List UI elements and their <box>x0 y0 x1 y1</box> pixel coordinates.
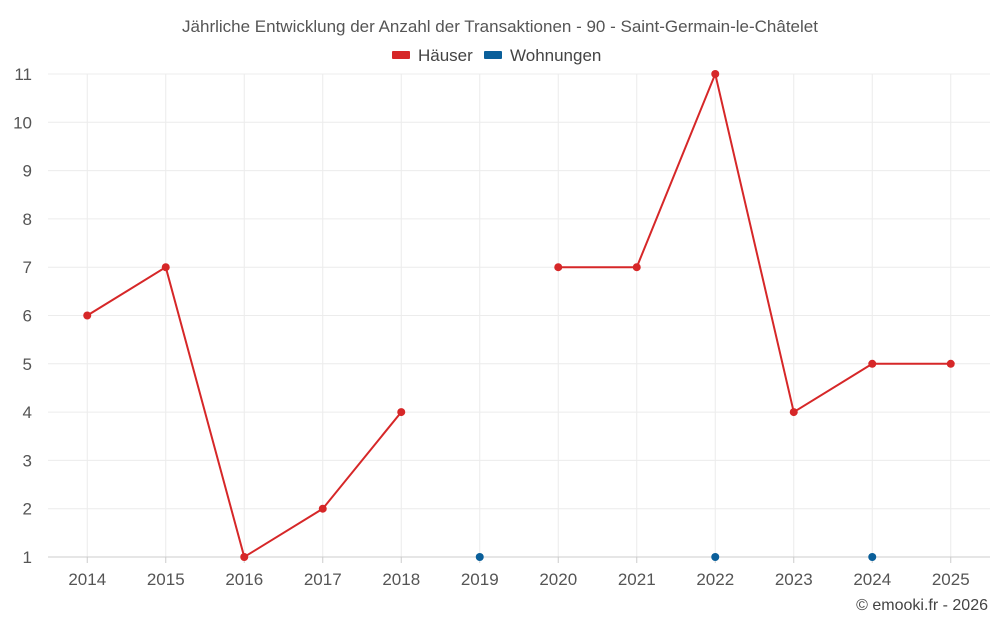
series-apartments <box>475 553 877 561</box>
data-point[interactable] <box>711 553 720 561</box>
legend-swatch-apartments <box>484 51 502 59</box>
chart-title: Jährliche Entwicklung der Anzahl der Tra… <box>182 17 818 36</box>
data-point[interactable] <box>554 263 563 272</box>
y-tick-label: 3 <box>23 451 32 470</box>
y-tick-label: 10 <box>13 113 32 132</box>
axes: 1 2 3 4 5 6 7 8 9 10 11 2014 2015 2016 2017 2018 2019 202… <box>13 65 990 589</box>
legend-swatch-houses <box>392 51 410 59</box>
x-tick-label: 2018 <box>382 570 420 589</box>
series-line <box>558 70 951 414</box>
legend-item-houses[interactable]: Häuser <box>392 46 473 65</box>
x-tick-label: 2019 <box>461 570 499 589</box>
y-tick-label: 9 <box>23 162 32 181</box>
credit-text: © emooki.fr - 2026 <box>856 597 988 614</box>
x-tick-label: 2022 <box>696 570 734 589</box>
y-tick-label: 2 <box>23 500 32 519</box>
y-tick-label: 1 <box>23 548 32 567</box>
data-point[interactable] <box>789 408 798 417</box>
data-point[interactable] <box>946 359 955 368</box>
x-tick-label: 2021 <box>618 570 656 589</box>
y-tick-label: 5 <box>23 355 32 374</box>
x-tick-label: 2016 <box>225 570 263 589</box>
data-point[interactable] <box>240 553 249 561</box>
legend: Häuser Wohnungen <box>392 46 601 65</box>
y-tick-label: 7 <box>23 258 32 277</box>
series-houses <box>83 70 955 561</box>
data-point[interactable] <box>475 553 484 561</box>
x-tick-label: 2014 <box>68 570 106 589</box>
y-tick-label: 4 <box>23 403 32 422</box>
x-tick-label: 2017 <box>304 570 342 589</box>
data-point[interactable] <box>397 408 406 417</box>
x-tick-label: 2024 <box>853 570 891 589</box>
data-point[interactable] <box>632 263 641 272</box>
y-tick-label: 8 <box>23 210 32 229</box>
x-tick-label: 2015 <box>147 570 185 589</box>
legend-label-apartments: Wohnungen <box>510 46 601 65</box>
data-point[interactable] <box>868 553 877 561</box>
y-tick-label: 11 <box>14 65 32 84</box>
y-tick-label: 6 <box>23 307 32 326</box>
legend-label-houses: Häuser <box>418 46 473 65</box>
data-point[interactable] <box>83 311 92 320</box>
data-point[interactable] <box>161 263 170 272</box>
x-tick-label: 2025 <box>932 570 970 589</box>
x-tick-label: 2023 <box>775 570 813 589</box>
grid <box>48 73 990 557</box>
series-layer <box>83 70 955 561</box>
data-point[interactable] <box>711 70 720 78</box>
x-tick-label: 2020 <box>539 570 577 589</box>
data-point[interactable] <box>868 359 877 368</box>
legend-item-apartments[interactable]: Wohnungen <box>484 46 601 65</box>
data-point[interactable] <box>318 504 327 513</box>
